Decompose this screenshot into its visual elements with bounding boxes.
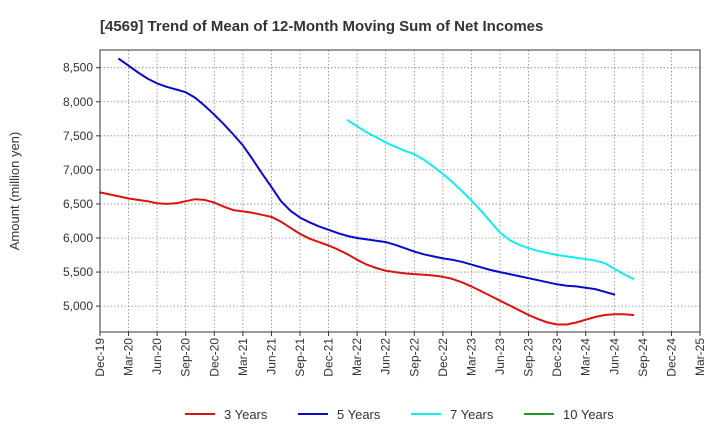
- y-tick-label: 5,000: [63, 299, 93, 313]
- legend-label-10-years: 10 Years: [563, 407, 614, 422]
- x-tick-label: Mar-20: [122, 338, 136, 376]
- series-line-3-years: [99, 191, 635, 326]
- y-tick-label: 8,000: [63, 95, 93, 109]
- series-line-7-years: [346, 119, 635, 280]
- x-tick-label: Sep-23: [522, 338, 536, 377]
- x-tick-label: Jun-21: [264, 338, 278, 375]
- x-tick-label: Dec-23: [550, 338, 564, 377]
- series-line-5-years: [118, 57, 616, 296]
- y-tick-label: 7,000: [63, 163, 93, 177]
- x-tick-label: Sep-22: [407, 338, 421, 377]
- y-axis-ticks: 5,000 5,500 6,000 6,500 7,000 7,500 8,000 8,500: [63, 61, 100, 313]
- x-tick-label: Sep-24: [636, 338, 650, 377]
- x-tick-label: Dec-19: [93, 338, 107, 377]
- y-tick-label: 6,000: [63, 231, 93, 245]
- x-tick-label: Dec-24: [664, 338, 678, 377]
- legend-label-3-years: 3 Years: [224, 407, 268, 422]
- grid: [99, 50, 701, 332]
- x-tick-label: Dec-22: [436, 338, 450, 377]
- x-tick-label: Mar-25: [693, 338, 707, 376]
- plot-frame: [99, 49, 701, 333]
- y-tick-label: 6,500: [63, 197, 93, 211]
- x-tick-label: Sep-21: [293, 338, 307, 377]
- chart-title: [4569] Trend of Mean of 12-Month Moving …: [100, 18, 543, 35]
- x-axis-ticks: Dec-19 Mar-20 Jun-20 Sep-20 Dec-20 Mar-21 Jun-…: [93, 332, 707, 377]
- y-tick-label: 5,500: [63, 265, 93, 279]
- x-tick-label: Mar-22: [350, 338, 364, 376]
- y-tick-label: 7,500: [63, 129, 93, 143]
- series-lines: [99, 57, 635, 326]
- x-tick-label: Dec-20: [207, 338, 221, 377]
- legend-label-5-years: 5 Years: [337, 407, 381, 422]
- x-tick-label: Jun-24: [607, 338, 621, 375]
- x-tick-label: Dec-21: [322, 338, 336, 377]
- x-tick-label: Mar-21: [236, 338, 250, 376]
- x-tick-label: Jun-20: [150, 338, 164, 375]
- x-tick-label: Jun-22: [379, 338, 393, 375]
- legend: 3 Years 5 Years 7 Years 10 Years: [185, 407, 614, 422]
- y-tick-label: 8,500: [63, 61, 93, 75]
- legend-label-7-years: 7 Years: [450, 407, 494, 422]
- x-tick-label: Mar-23: [464, 338, 478, 376]
- x-tick-label: Mar-24: [579, 338, 593, 376]
- y-axis-label: Amount (million yen): [7, 132, 22, 251]
- x-tick-label: Jun-23: [493, 338, 507, 375]
- x-tick-label: Sep-20: [179, 338, 193, 377]
